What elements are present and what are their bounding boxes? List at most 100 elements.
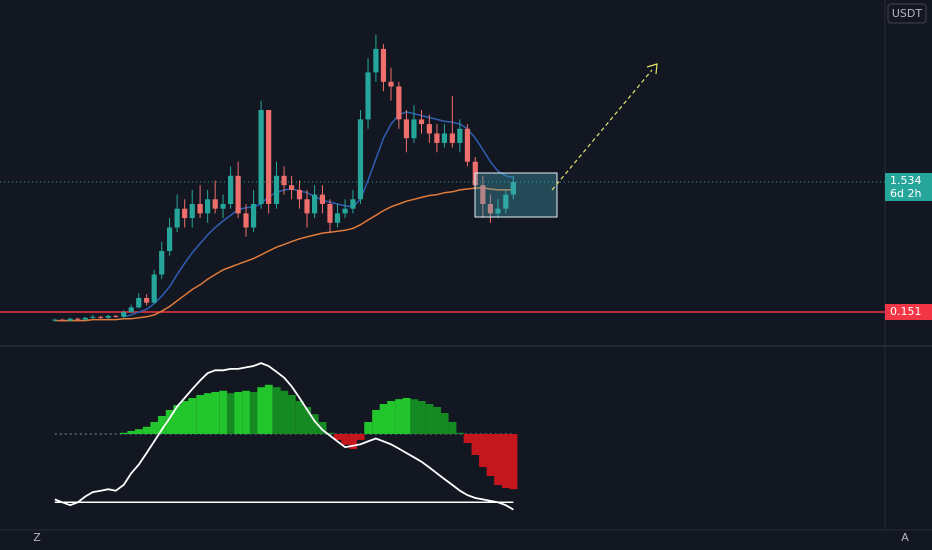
candle-body [457, 128, 463, 143]
histogram-bar [119, 432, 128, 434]
candle-body [52, 319, 58, 321]
range-box[interactable] [474, 172, 558, 218]
histogram-bar [226, 393, 235, 434]
histogram-bar [318, 421, 327, 434]
histogram-bar [356, 433, 365, 440]
histogram-bar [326, 432, 335, 434]
histogram-bar [295, 400, 304, 434]
histogram-bar [264, 384, 273, 434]
histogram-bar [272, 387, 281, 434]
histogram-bar [341, 433, 350, 445]
candle-body [411, 119, 417, 139]
scale-button[interactable]: Z [33, 531, 41, 544]
countdown-label: 6d 2h [890, 187, 921, 200]
histogram-bar [165, 409, 174, 434]
histogram-bar [349, 433, 358, 449]
histogram-bar [379, 403, 388, 434]
histogram-bar [219, 390, 228, 434]
candle-body [197, 203, 203, 214]
histogram-bar [410, 399, 419, 434]
histogram-bar [234, 391, 243, 434]
candle-body [426, 124, 432, 134]
candle-body [273, 175, 280, 204]
histogram-bar [502, 433, 510, 488]
candle-body [373, 48, 379, 73]
histogram-bar [157, 415, 166, 434]
histogram-bar [433, 406, 441, 434]
histogram-bar [463, 433, 472, 443]
candle-body [82, 317, 88, 320]
candle-body [480, 185, 486, 204]
candle-body [464, 128, 471, 162]
candle-body [281, 175, 287, 186]
candle-body [159, 250, 165, 275]
histogram-bar [257, 387, 266, 434]
candle-body [487, 203, 493, 214]
candle-body [434, 133, 440, 143]
candle-body [227, 175, 234, 204]
histogram-bar [127, 430, 136, 434]
currency-box[interactable] [887, 3, 927, 24]
candle-body [98, 316, 104, 318]
histogram-bar [417, 400, 426, 434]
histogram-bar [471, 433, 480, 455]
candle-body [342, 208, 348, 214]
candle-body [388, 81, 394, 87]
candle-body [357, 119, 364, 200]
candle-body [418, 119, 425, 125]
moving-average [54, 187, 514, 322]
histogram-bar [479, 433, 487, 467]
candle-body [243, 213, 249, 228]
candle-body [174, 208, 180, 228]
histogram-bar [310, 414, 319, 434]
histogram-bar [333, 433, 342, 440]
candle-body [258, 109, 264, 204]
histogram-bar [173, 405, 182, 434]
candle-body [503, 194, 509, 209]
histogram-bar [211, 391, 220, 434]
candle-body [365, 72, 371, 120]
candle-body [144, 297, 150, 303]
histogram-bar [448, 421, 457, 434]
candle-body [327, 203, 333, 223]
histogram-bar [303, 406, 312, 434]
candle-body [136, 297, 142, 308]
candle-body [449, 133, 455, 143]
candle-body [182, 208, 188, 219]
histogram-bar [242, 390, 251, 434]
histogram-bar [134, 429, 143, 434]
histogram-bar [142, 426, 151, 434]
candle-body [121, 312, 127, 317]
histogram-bar [387, 400, 396, 434]
marks-layer [0, 34, 885, 511]
support-price-box [885, 304, 932, 321]
histogram-bar [180, 400, 189, 434]
oscillator-line [54, 362, 514, 511]
histogram-bar [196, 394, 205, 434]
histogram-bar [372, 409, 380, 434]
histogram-bar [150, 421, 159, 434]
histogram-bar [456, 432, 464, 434]
auto-scale-button[interactable]: A [901, 531, 909, 544]
candle-body [319, 194, 326, 204]
support-price-label: 0.151 [890, 305, 922, 318]
histogram-bar [486, 433, 495, 476]
candle-body [90, 316, 96, 318]
currency-label[interactable]: USDT [892, 7, 923, 20]
moving-average [123, 111, 514, 318]
candle-body [289, 185, 295, 190]
candle-body [495, 208, 501, 214]
candle-body [105, 315, 111, 318]
candle-body [151, 274, 157, 303]
candle-body [266, 109, 272, 204]
histogram-bar [494, 433, 503, 485]
histogram-bar [395, 399, 403, 434]
candle-body [296, 189, 303, 200]
candle-body [403, 119, 410, 139]
projection-arrow[interactable] [551, 69, 653, 191]
histogram-bar [287, 394, 296, 434]
candle-body [510, 181, 516, 195]
